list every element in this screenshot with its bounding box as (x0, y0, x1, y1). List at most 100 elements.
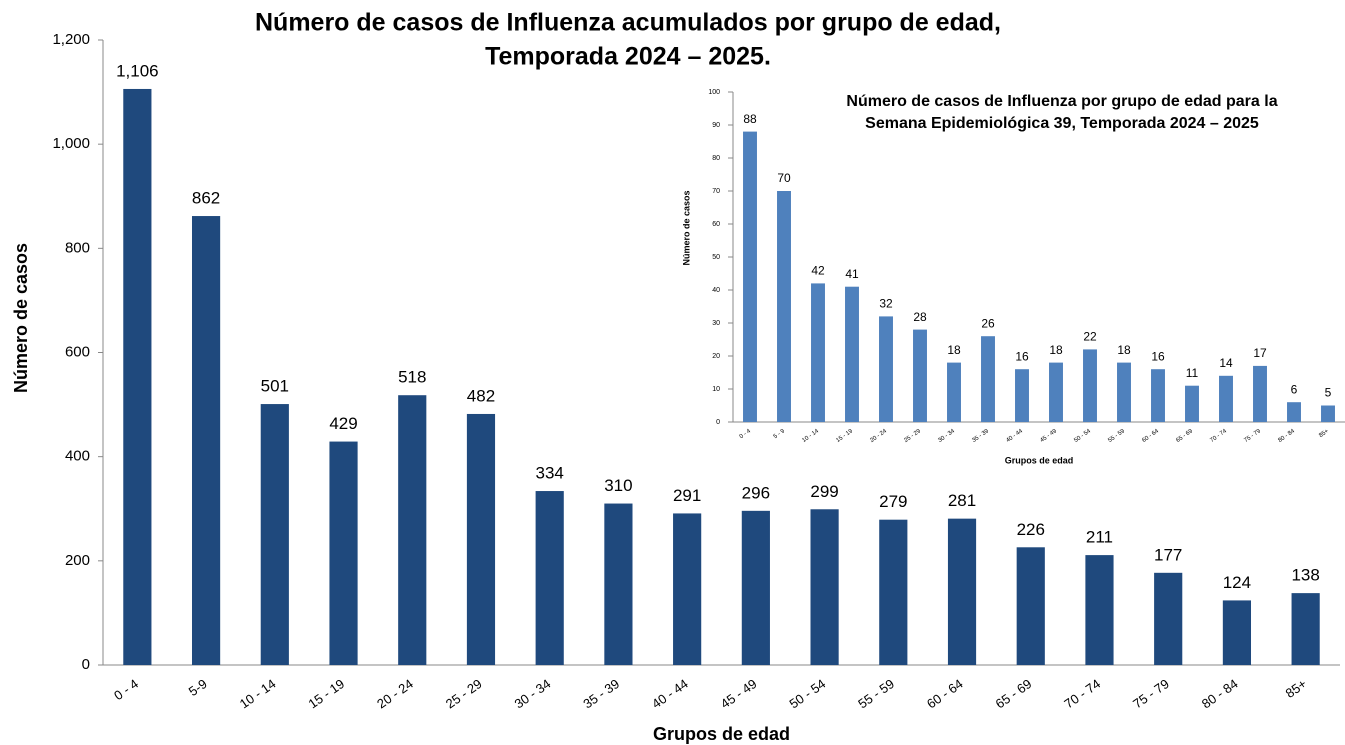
bar (1049, 362, 1063, 422)
y-tick-label: 100 (708, 89, 720, 96)
y-tick-label: 1,200 (52, 31, 90, 48)
value-label: 88 (743, 112, 757, 126)
bar (879, 519, 908, 665)
y-tick-label: 400 (65, 448, 90, 465)
bar (1185, 385, 1199, 422)
x-tick-label: 60 - 64 (924, 676, 966, 712)
x-tick-label: 20 - 24 (374, 676, 416, 712)
x-tick-label: 50 - 54 (787, 676, 829, 712)
value-label: 18 (947, 343, 961, 357)
x-tick-label: 85+ (1318, 428, 1330, 439)
bar (947, 362, 961, 422)
chart-title: Número de casos de Influenza acumulados … (255, 9, 1001, 37)
x-axis-label: Grupos de edad (1005, 455, 1074, 465)
bar (1291, 593, 1320, 665)
y-tick-label: 600 (65, 343, 90, 360)
bar (845, 286, 859, 422)
bar (777, 191, 791, 422)
value-label: 42 (811, 264, 825, 278)
bar (123, 88, 152, 666)
value-label: 862 (192, 189, 220, 208)
value-label: 17 (1253, 346, 1267, 360)
value-label: 281 (948, 491, 976, 510)
x-tick-label: 85+ (1283, 676, 1310, 701)
y-tick-label: 30 (712, 320, 720, 327)
bar (913, 329, 927, 422)
x-tick-label: 30 - 34 (512, 676, 554, 712)
value-label: 6 (1291, 382, 1298, 396)
bar (1015, 369, 1029, 422)
value-label: 16 (1015, 349, 1029, 363)
value-label: 279 (879, 492, 907, 511)
y-tick-label: 0 (82, 656, 90, 673)
x-tick-label: 35 - 39 (580, 676, 622, 712)
x-tick-label: 80 - 84 (1199, 676, 1241, 712)
value-label: 124 (1223, 573, 1251, 592)
value-label: 138 (1291, 566, 1319, 585)
x-tick-label: 10 - 14 (237, 676, 279, 712)
chart-title: Temporada 2024 – 2025. (485, 43, 771, 71)
y-tick-label: 80 (712, 155, 720, 162)
value-label: 296 (742, 483, 770, 502)
x-tick-label: 70 - 74 (1061, 676, 1103, 712)
value-label: 334 (536, 464, 564, 483)
chart: Número de casos de Influenza por grupo d… (678, 78, 1345, 470)
x-axis-label: Grupos de edad (653, 724, 790, 744)
y-tick-label: 200 (65, 552, 90, 569)
bar (398, 395, 427, 665)
bar (673, 513, 702, 665)
value-label: 211 (1086, 528, 1113, 547)
bar (1321, 405, 1335, 422)
bar (260, 404, 289, 665)
bar (466, 413, 496, 665)
value-label: 299 (810, 482, 838, 501)
x-tick-label: 75 - 79 (1130, 676, 1172, 712)
y-tick-label: 800 (65, 239, 90, 256)
value-label: 11 (1186, 366, 1199, 380)
bar (811, 283, 825, 422)
value-label: 177 (1154, 545, 1182, 564)
x-tick-label: 40 - 44 (649, 676, 691, 712)
bar (1253, 365, 1267, 422)
bar (1085, 555, 1114, 665)
bar (329, 441, 358, 665)
bar (1287, 402, 1301, 422)
chart-title: Semana Epidemiológica 39, Temporada 2024… (865, 115, 1259, 132)
bar (981, 336, 995, 422)
bar (879, 316, 893, 422)
bar (1222, 600, 1252, 665)
value-label: 5 (1325, 386, 1332, 400)
bar (1016, 547, 1045, 665)
x-tick-label: 45 - 49 (718, 676, 760, 712)
value-label: 16 (1151, 349, 1165, 363)
value-label: 32 (879, 297, 893, 311)
value-label: 501 (261, 377, 289, 396)
y-tick-label: 60 (712, 221, 720, 228)
x-tick-label: 65 - 69 (993, 676, 1035, 712)
y-tick-label: 20 (712, 353, 720, 360)
bar (1154, 572, 1183, 665)
x-tick-label: 5-9 (186, 676, 210, 699)
x-tick-label: 15 - 19 (305, 676, 347, 712)
value-label: 18 (1049, 343, 1063, 357)
bar (947, 518, 977, 665)
value-label: 429 (329, 414, 357, 433)
bar (810, 509, 839, 665)
value-label: 18 (1117, 343, 1131, 357)
value-label: 26 (981, 316, 995, 330)
value-label: 518 (398, 368, 426, 387)
y-axis-label: Número de casos (11, 243, 31, 393)
y-tick-label: 50 (712, 254, 720, 261)
bar (741, 510, 770, 665)
x-tick-label: 0 - 4 (111, 676, 141, 703)
y-tick-label: 70 (712, 188, 720, 195)
value-label: 14 (1219, 356, 1233, 370)
y-tick-label: 1,000 (52, 135, 90, 152)
x-tick-label: 25 - 29 (443, 676, 485, 712)
value-label: 22 (1083, 330, 1097, 344)
y-tick-label: 0 (716, 419, 720, 426)
chart-title: Número de casos de Influenza por grupo d… (846, 93, 1277, 110)
value-label: 70 (777, 171, 791, 185)
bar (191, 216, 221, 665)
value-label: 310 (604, 476, 632, 495)
